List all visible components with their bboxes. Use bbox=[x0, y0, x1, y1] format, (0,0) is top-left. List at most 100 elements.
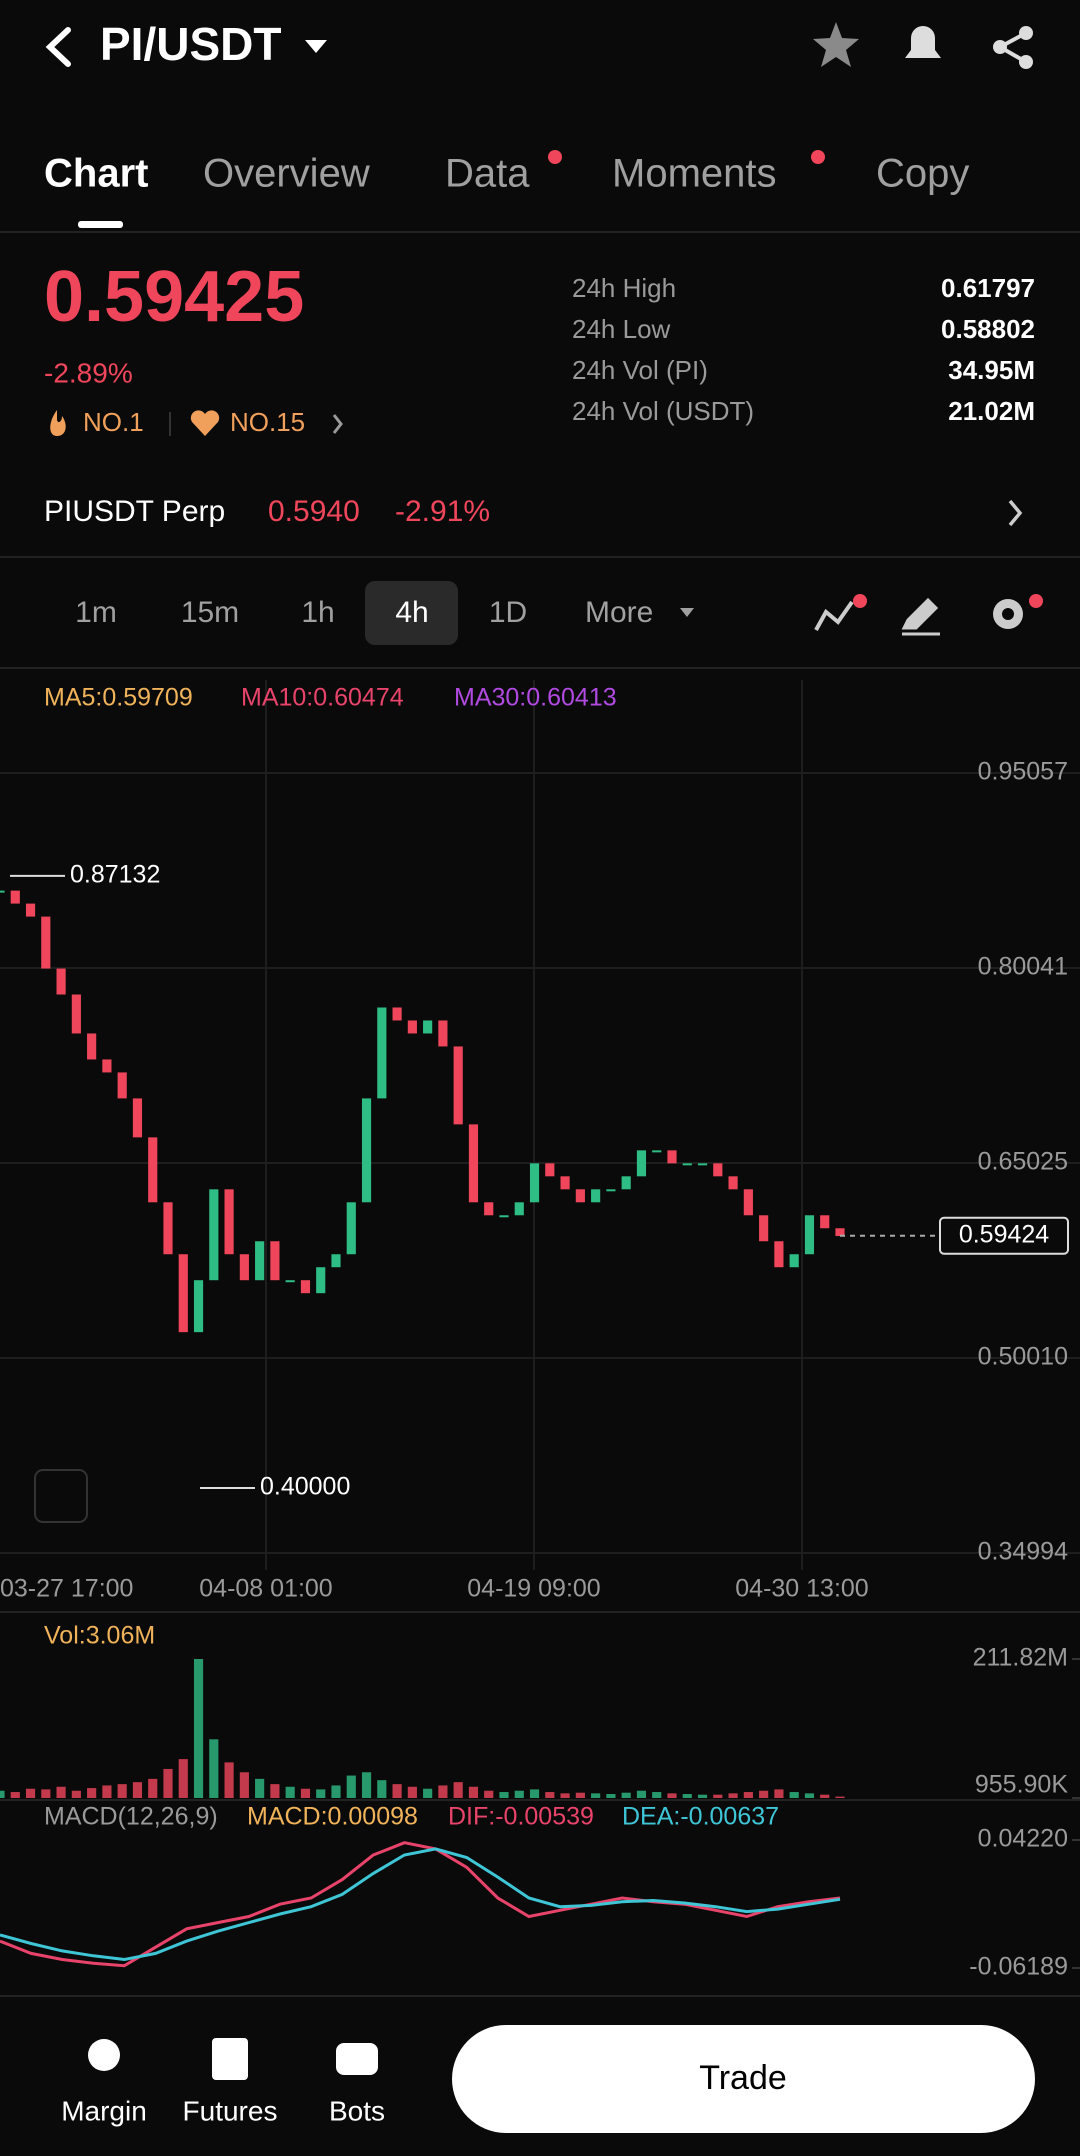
candle bbox=[407, 1020, 417, 1034]
indicator-icon[interactable] bbox=[814, 600, 854, 631]
interval[interactable]: 1D bbox=[489, 596, 527, 629]
volume-bar bbox=[652, 1792, 662, 1798]
volume-bar bbox=[316, 1789, 326, 1798]
volume-bar bbox=[774, 1789, 784, 1798]
volume-bar bbox=[407, 1786, 417, 1798]
nav-label[interactable]: Futures bbox=[183, 2095, 278, 2126]
candle bbox=[361, 1098, 372, 1203]
pair-dropdown[interactable] bbox=[305, 40, 327, 53]
candle bbox=[71, 994, 81, 1034]
candle bbox=[87, 1033, 97, 1060]
alert-icon[interactable] bbox=[905, 26, 941, 58]
interval-active-bg bbox=[365, 581, 458, 645]
last-price-box bbox=[939, 1216, 1069, 1255]
volume-bar bbox=[438, 1785, 448, 1798]
futures-icon[interactable] bbox=[212, 2038, 248, 2080]
candle bbox=[10, 890, 20, 904]
candle bbox=[697, 1163, 708, 1166]
draw-icon[interactable] bbox=[901, 597, 940, 636]
trade-button[interactable] bbox=[452, 2025, 1035, 2133]
stat-value: 21.02M bbox=[948, 396, 1035, 426]
back-button[interactable] bbox=[45, 27, 71, 67]
tab[interactable]: Copy bbox=[876, 152, 969, 196]
volume-bar bbox=[835, 1796, 845, 1798]
candle bbox=[759, 1215, 769, 1242]
perp-chevron[interactable] bbox=[1008, 499, 1023, 527]
nav-label[interactable]: Margin bbox=[61, 2095, 147, 2126]
indicator-dot bbox=[853, 594, 867, 608]
favorite-icon[interactable] bbox=[813, 22, 859, 67]
chevron bbox=[332, 414, 343, 434]
volume-bar bbox=[484, 1790, 494, 1798]
volume-bar bbox=[224, 1762, 234, 1798]
last-price-label: 0.59424 bbox=[959, 1220, 1049, 1248]
candle bbox=[392, 1007, 402, 1021]
tab[interactable]: Overview bbox=[203, 152, 370, 196]
trade-label[interactable]: Trade bbox=[699, 2059, 787, 2097]
candle bbox=[499, 1215, 509, 1218]
volume-bar bbox=[743, 1792, 753, 1798]
pair-title[interactable]: PI/USDT bbox=[100, 18, 281, 70]
candle bbox=[529, 1163, 540, 1203]
volume-bar bbox=[575, 1792, 585, 1798]
perp-name[interactable]: PIUSDT Perp bbox=[44, 495, 225, 528]
candle bbox=[148, 1137, 158, 1203]
volume-bar bbox=[820, 1794, 830, 1798]
volume-bar bbox=[239, 1772, 249, 1798]
stat-value: 34.95M bbox=[948, 355, 1035, 385]
y-tick-label: 0.34994 bbox=[978, 1538, 1068, 1566]
annotation-label: 0.87132 bbox=[70, 861, 160, 889]
volume-bar bbox=[0, 1790, 5, 1798]
interval[interactable]: 1m bbox=[75, 596, 117, 629]
volume-bar bbox=[636, 1790, 647, 1798]
tab-underline bbox=[78, 221, 123, 228]
volume-bar bbox=[193, 1659, 204, 1798]
margin-icon[interactable] bbox=[88, 2039, 120, 2071]
volume-bar bbox=[346, 1775, 356, 1798]
more-caret bbox=[680, 608, 694, 617]
volume-bar bbox=[377, 1780, 387, 1798]
candle bbox=[728, 1176, 738, 1190]
candle bbox=[636, 1150, 647, 1177]
stat-label: 24h Vol (USDT) bbox=[572, 396, 754, 426]
candle bbox=[514, 1202, 524, 1216]
candle bbox=[713, 1163, 723, 1177]
candle bbox=[468, 1124, 479, 1203]
candle bbox=[667, 1150, 677, 1164]
candle bbox=[835, 1228, 845, 1237]
fullscreen-button[interactable] bbox=[34, 1469, 88, 1523]
volume-bar bbox=[25, 1788, 36, 1798]
candle bbox=[682, 1163, 692, 1166]
volume-bar bbox=[514, 1790, 524, 1798]
tab[interactable]: Chart bbox=[44, 152, 148, 196]
nav-label[interactable]: Bots bbox=[329, 2095, 385, 2126]
bots-icon[interactable] bbox=[336, 2043, 378, 2075]
ma-legend: MA5:0.59709 bbox=[44, 684, 193, 712]
last-price: 0.59425 bbox=[44, 257, 304, 337]
y-tick-label: 0.80041 bbox=[978, 953, 1068, 981]
candle bbox=[621, 1176, 631, 1190]
interval[interactable]: 4h bbox=[395, 596, 428, 629]
interval[interactable]: 15m bbox=[181, 596, 239, 629]
candle bbox=[41, 916, 51, 969]
volume-bar bbox=[591, 1793, 601, 1798]
volume-bar bbox=[728, 1793, 738, 1798]
tab[interactable]: Moments bbox=[612, 152, 777, 196]
volume-bar bbox=[560, 1793, 570, 1798]
candle bbox=[575, 1189, 585, 1203]
candle bbox=[560, 1176, 570, 1190]
tab[interactable]: Data bbox=[445, 152, 530, 196]
volume-bar bbox=[621, 1792, 631, 1798]
y-tick-label: 0.95057 bbox=[978, 758, 1068, 786]
rank-hot[interactable]: NO.1 bbox=[83, 407, 144, 437]
candle bbox=[591, 1189, 601, 1203]
x-tick-label: 03-27 17:00 bbox=[0, 1575, 133, 1603]
interval[interactable]: 1h bbox=[301, 596, 334, 629]
rank-fav[interactable]: NO.15 bbox=[230, 407, 305, 437]
volume-bar bbox=[453, 1782, 463, 1798]
volume-bar bbox=[270, 1784, 280, 1798]
fav-icon bbox=[190, 410, 220, 436]
interval[interactable]: More bbox=[585, 596, 653, 629]
stat-label: 24h Vol (PI) bbox=[572, 355, 708, 385]
